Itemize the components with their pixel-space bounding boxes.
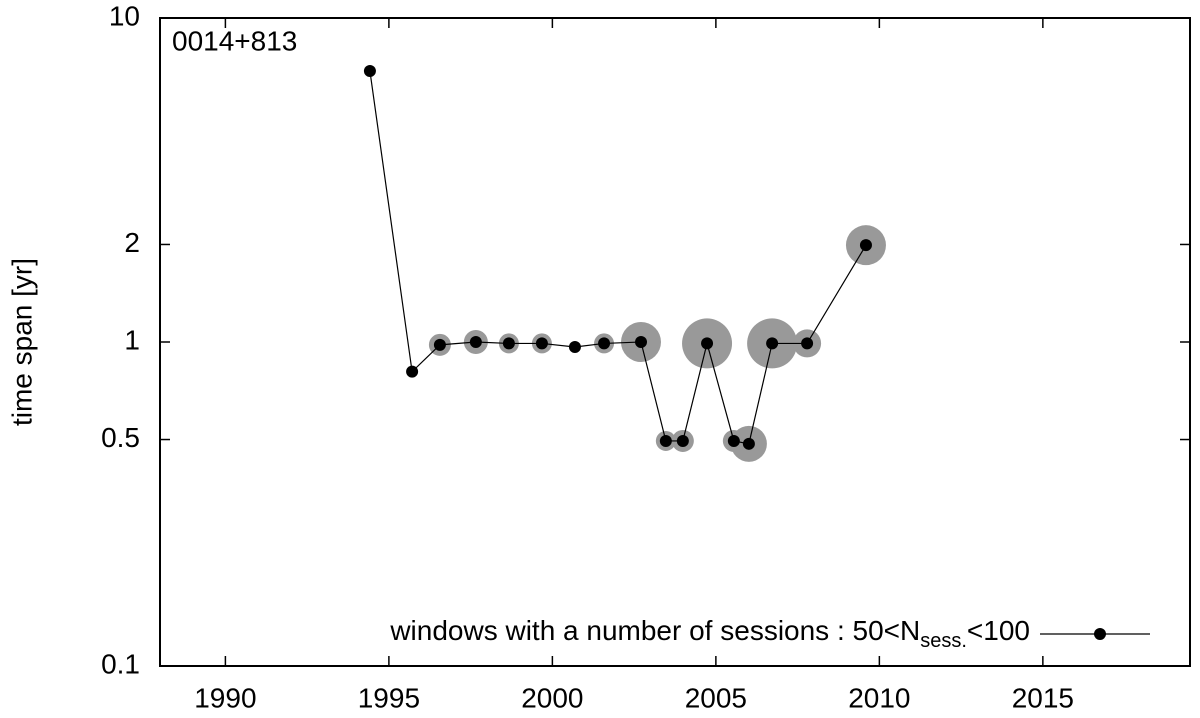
point bbox=[727, 434, 740, 447]
point bbox=[502, 337, 515, 350]
x-tick-label: 2000 bbox=[521, 682, 583, 713]
legend-label: windows with a number of sessions : 50<N… bbox=[389, 615, 1030, 652]
series-line bbox=[369, 70, 867, 445]
y-axis-label: time span [yr] bbox=[6, 258, 37, 426]
point bbox=[742, 437, 755, 450]
x-tick-label: 2015 bbox=[1012, 682, 1074, 713]
legend-subscript: sess. bbox=[920, 630, 967, 652]
point bbox=[659, 434, 672, 447]
point bbox=[766, 337, 779, 350]
legend-marker bbox=[1094, 628, 1106, 640]
point bbox=[363, 65, 376, 78]
annotation: 0014+813 bbox=[172, 25, 297, 56]
legend-suffix: <100 bbox=[967, 615, 1030, 646]
point bbox=[634, 336, 647, 348]
point bbox=[568, 341, 581, 354]
x-tick-label: 2010 bbox=[848, 682, 910, 713]
point bbox=[406, 365, 419, 378]
plot-frame bbox=[159, 17, 1191, 667]
y-tick-label: 2 bbox=[124, 227, 140, 258]
point bbox=[469, 336, 482, 348]
point bbox=[801, 337, 814, 350]
x-tick-label: 1995 bbox=[358, 682, 420, 713]
y-tick-label: 0.5 bbox=[101, 422, 140, 453]
x-tick-label: 2005 bbox=[685, 682, 747, 713]
y-tick-label: 10 bbox=[109, 0, 140, 31]
point bbox=[535, 337, 548, 350]
point bbox=[676, 434, 689, 447]
point bbox=[701, 337, 714, 350]
point bbox=[433, 338, 446, 351]
y-tick-label: 0.1 bbox=[101, 648, 140, 679]
point bbox=[859, 239, 872, 252]
x-tick-label: 1990 bbox=[194, 682, 256, 713]
y-tick-label: 1 bbox=[124, 324, 140, 355]
legend-text: windows with a number of sessions : 50<N bbox=[389, 615, 920, 646]
point bbox=[598, 337, 611, 350]
